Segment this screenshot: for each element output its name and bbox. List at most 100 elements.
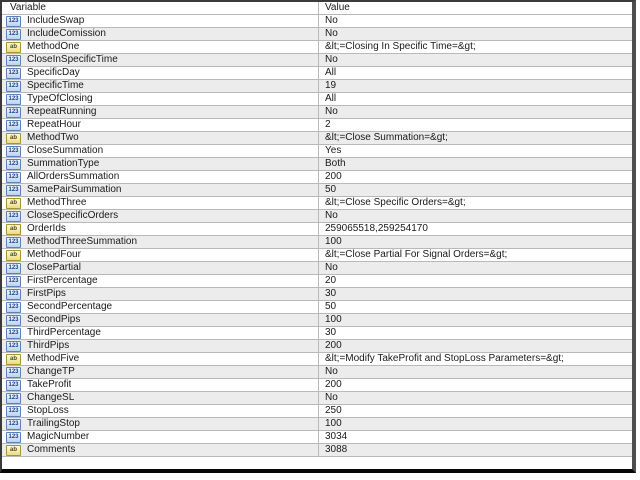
table-row[interactable]: ab Comments 3088 (2, 444, 632, 457)
table-row[interactable]: ab OrderIds 259065518,259254170 (2, 223, 632, 236)
variable-value: Yes (325, 145, 342, 156)
variable-value: &lt;=Close Summation=&gt; (325, 132, 448, 143)
variable-cell: 123 TypeOfClosing (2, 93, 319, 105)
table-row[interactable]: 123 CloseInSpecificTime No (2, 54, 632, 67)
column-header-value: Value (325, 2, 350, 13)
variable-cell: 123 MethodThreeSummation (2, 236, 319, 248)
variable-name: MethodThree (27, 197, 87, 208)
table-row[interactable]: 123 ThirdPips 200 (2, 340, 632, 353)
variable-cell: 123 SpecificTime (2, 80, 319, 92)
table-row[interactable]: 123 IncludeComission No (2, 28, 632, 41)
table-row[interactable]: ab MethodTwo &lt;=Close Summation=&gt; (2, 132, 632, 145)
variable-cell: 123 FirstPercentage (2, 275, 319, 287)
variable-value: No (325, 366, 338, 377)
numeric-type-icon: 123 (6, 15, 21, 27)
table-row[interactable]: 123 ClosePartial No (2, 262, 632, 275)
variable-value: 100 (325, 236, 342, 247)
table-row[interactable]: 123 SpecificTime 19 (2, 80, 632, 93)
variable-value: &lt;=Close Partial For Signal Orders=&gt… (325, 249, 508, 260)
string-type-icon: ab (6, 132, 21, 144)
table-row[interactable]: 123 SummationType Both (2, 158, 632, 171)
variable-cell: ab Comments (2, 444, 319, 456)
variable-name: CloseInSpecificTime (27, 54, 118, 65)
table-row[interactable]: 123 SecondPips 100 (2, 314, 632, 327)
variable-cell: 123 CloseSpecificOrders (2, 210, 319, 222)
table-body: 123 IncludeSwap No 123 IncludeComission … (2, 15, 632, 457)
variable-name: FirstPercentage (27, 275, 98, 286)
numeric-type-icon: 123 (6, 314, 21, 326)
numeric-type-icon: 123 (6, 236, 21, 248)
variable-name: StopLoss (27, 405, 69, 416)
variable-value: No (325, 54, 338, 65)
variable-value: 200 (325, 171, 342, 182)
table-row[interactable]: ab MethodFour &lt;=Close Partial For Sig… (2, 249, 632, 262)
table-row[interactable]: 123 MagicNumber 3034 (2, 431, 632, 444)
variable-value: No (325, 28, 338, 39)
table-row[interactable]: 123 RepeatHour 2 (2, 119, 632, 132)
variable-name: OrderIds (27, 223, 66, 234)
table-row[interactable]: ab MethodOne &lt;=Closing In Specific Ti… (2, 41, 632, 54)
variable-cell: 123 CloseInSpecificTime (2, 54, 319, 66)
variable-name: MethodFour (27, 249, 81, 260)
variable-cell: ab MethodFive (2, 353, 319, 365)
variable-cell: 123 ThirdPips (2, 340, 319, 352)
variable-cell: 123 IncludeSwap (2, 15, 319, 27)
table-row[interactable]: 123 AllOrdersSummation 200 (2, 171, 632, 184)
string-type-icon: ab (6, 444, 21, 456)
numeric-type-icon: 123 (6, 54, 21, 66)
variable-value: 2 (325, 119, 331, 130)
table-row[interactable]: 123 MethodThreeSummation 100 (2, 236, 632, 249)
table-row[interactable]: 123 FirstPercentage 20 (2, 275, 632, 288)
table-header-row: Variable Value (2, 2, 632, 15)
table-row[interactable]: 123 ThirdPercentage 30 (2, 327, 632, 340)
string-type-icon: ab (6, 353, 21, 365)
numeric-type-icon: 123 (6, 288, 21, 300)
variable-value: 30 (325, 288, 337, 299)
table-row[interactable]: 123 TypeOfClosing All (2, 93, 632, 106)
variable-value: &lt;=Modify TakeProfit and StopLoss Para… (325, 353, 564, 364)
variable-cell: 123 SummationType (2, 158, 319, 170)
table-row[interactable]: 123 FirstPips 30 (2, 288, 632, 301)
table-row[interactable]: 123 TrailingStop 100 (2, 418, 632, 431)
table-row[interactable]: ab MethodThree &lt;=Close Specific Order… (2, 197, 632, 210)
variable-cell: 123 ThirdPercentage (2, 327, 319, 339)
variable-name: ClosePartial (27, 262, 81, 273)
variable-value: 259065518,259254170 (325, 223, 428, 234)
table-row[interactable]: 123 TakeProfit 200 (2, 379, 632, 392)
variable-name: IncludeSwap (27, 15, 85, 26)
table-row[interactable]: 123 SpecificDay All (2, 67, 632, 80)
variable-cell: ab MethodTwo (2, 132, 319, 144)
table-row[interactable]: 123 RepeatRunning No (2, 106, 632, 119)
variable-cell: ab MethodThree (2, 197, 319, 209)
table-row[interactable]: 123 SamePairSummation 50 (2, 184, 632, 197)
variable-cell: 123 FirstPips (2, 288, 319, 300)
variable-name: SpecificTime (27, 80, 84, 91)
table-row[interactable]: 123 StopLoss 250 (2, 405, 632, 418)
variable-value: 20 (325, 275, 337, 286)
table-row[interactable]: 123 IncludeSwap No (2, 15, 632, 28)
variable-cell: 123 IncludeComission (2, 28, 319, 40)
variable-value: 50 (325, 184, 337, 195)
variable-value: Both (325, 158, 346, 169)
variable-value: No (325, 210, 338, 221)
table-row[interactable]: 123 SecondPercentage 50 (2, 301, 632, 314)
variable-value: 100 (325, 418, 342, 429)
table-row[interactable]: 123 CloseSummation Yes (2, 145, 632, 158)
variable-cell: 123 MagicNumber (2, 431, 319, 443)
variable-value: &lt;=Closing In Specific Time=&gt; (325, 41, 476, 52)
variable-name: MethodThreeSummation (27, 236, 138, 247)
table-row[interactable]: 123 ChangeTP No (2, 366, 632, 379)
variable-cell: 123 SecondPercentage (2, 301, 319, 313)
variable-value: 200 (325, 379, 342, 390)
variable-name: MagicNumber (27, 431, 90, 442)
variable-name: SpecificDay (27, 67, 80, 78)
variable-name: AllOrdersSummation (27, 171, 120, 182)
table-row[interactable]: 123 ChangeSL No (2, 392, 632, 405)
variable-name: IncludeComission (27, 28, 106, 39)
variable-cell: 123 CloseSummation (2, 145, 319, 157)
table-row[interactable]: 123 CloseSpecificOrders No (2, 210, 632, 223)
parameters-table: Variable Value 123 IncludeSwap No 123 In… (0, 0, 636, 473)
variable-cell: 123 TrailingStop (2, 418, 319, 430)
table-row[interactable]: ab MethodFive &lt;=Modify TakeProfit and… (2, 353, 632, 366)
